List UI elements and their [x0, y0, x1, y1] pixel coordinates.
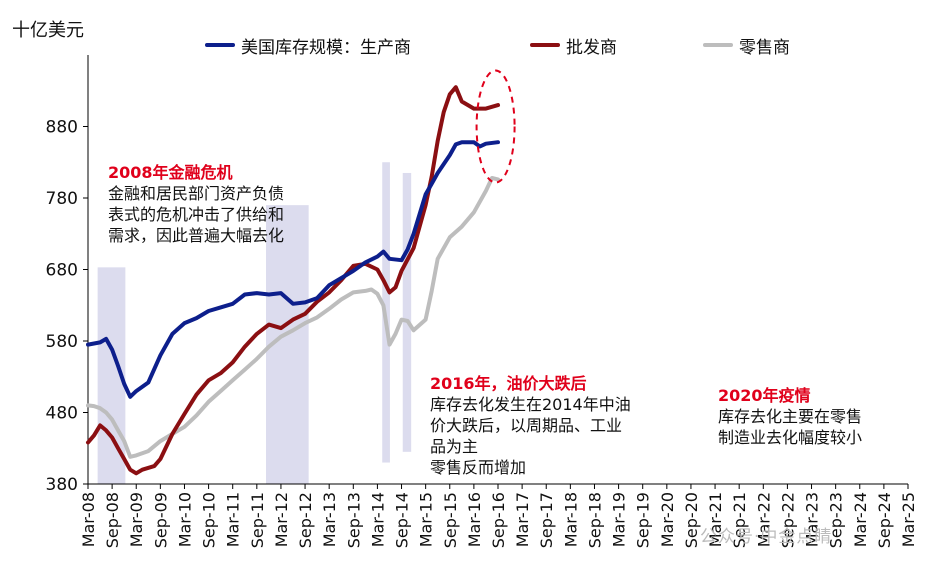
annotation-2008-line: 需求，因此普遍大幅去化 — [108, 226, 285, 245]
x-tick-label: Mar-23 — [803, 492, 822, 547]
x-tick-label: Mar-15 — [417, 492, 436, 547]
annotation-2008-line: 表式的危机冲击了供给和 — [108, 205, 285, 224]
annotation-2008-title: 2008年金融危机 — [108, 163, 233, 182]
x-tick-label: Mar-19 — [610, 492, 629, 547]
x-tick-label: Sep-17 — [537, 492, 556, 548]
annotation-2016-line: 零售反而增加 — [430, 458, 527, 477]
annotation-2016-oil: 2016年，油价大跌后 库存去化发生在2014年中油 价大跌后，以周期品、工业 … — [430, 373, 631, 478]
series-line-0 — [86, 140, 500, 399]
x-tick-label: Sep-22 — [778, 492, 797, 548]
series-line-1 — [86, 85, 500, 476]
annotation-2008-crisis: 2008年金融危机 金融和居民部门资产负债 表式的危机冲击了供给和 需求，因此普… — [108, 162, 284, 246]
x-tick-label: Mar-17 — [513, 492, 532, 547]
x-tick-label: Sep-16 — [489, 492, 508, 548]
legend-swatch-wholesalers — [530, 43, 560, 47]
y-tick-label: 480 — [46, 404, 78, 424]
annotation-2016-line: 品为主 — [430, 437, 479, 456]
annotation-2020-pandemic: 2020年疫情 库存去化主要在零售 制造业去化幅度较小 — [718, 385, 862, 448]
x-tick-label: Sep-15 — [441, 492, 460, 548]
x-tick-label: Mar-22 — [754, 492, 773, 547]
x-tick-label: Sep-19 — [634, 492, 653, 548]
legend-item-producers: 美国库存规模：生产商 — [205, 33, 411, 58]
y-tick-label: 380 — [46, 475, 78, 495]
x-tick-label: Sep-09 — [151, 492, 170, 548]
x-tick-label: Sep-10 — [200, 492, 219, 548]
annotation-2020-line: 制造业去化幅度较小 — [718, 428, 863, 447]
x-tick-label: Mar-18 — [561, 492, 580, 547]
x-tick-label: Mar-16 — [465, 492, 484, 547]
legend-item-retailers: 零售商 — [703, 33, 790, 58]
watermark-text: 公众号·中金点睛 — [700, 527, 833, 547]
x-tick-label: Sep-21 — [730, 492, 749, 548]
y-tick-label: 780 — [46, 189, 78, 209]
legend-label-wholesalers: 批发商 — [566, 37, 617, 58]
latest-value-highlight — [475, 69, 516, 184]
annotation-2016-line: 价大跌后，以周期品、工业 — [430, 416, 623, 435]
x-tick-label: Sep-12 — [296, 492, 315, 548]
x-tick-label: Mar-12 — [272, 492, 291, 547]
legend-item-wholesalers: 批发商 — [530, 33, 617, 58]
x-tick-label: Mar-14 — [368, 492, 387, 547]
y-tick-label: 880 — [46, 118, 78, 138]
legend-swatch-producers — [205, 43, 235, 47]
x-tick-label: Sep-18 — [585, 492, 604, 548]
x-tick-label: Sep-11 — [248, 492, 267, 548]
x-tick-label: Mar-20 — [658, 492, 677, 547]
annotation-2008-line: 金融和居民部门资产负债 — [108, 184, 285, 203]
y-axis-unit-label: 十亿美元 — [12, 20, 84, 41]
legend-label-retailers: 零售商 — [739, 37, 790, 58]
x-tick-label: Mar-10 — [175, 492, 194, 547]
x-tick-label: Sep-23 — [827, 492, 846, 548]
y-tick-label: 580 — [46, 332, 78, 352]
annotation-2016-title: 2016年，油价大跌后 — [430, 374, 587, 393]
series-line-2 — [86, 176, 500, 459]
legend-swatch-retailers — [703, 43, 733, 47]
x-tick-label: Mar-21 — [706, 492, 725, 547]
shaded-period-3 — [402, 172, 412, 452]
annotation-2020-line: 库存去化主要在零售 — [718, 407, 863, 426]
x-tick-label: Mar-25 — [899, 492, 918, 547]
x-tick-label: Sep-24 — [875, 492, 894, 548]
x-tick-label: Sep-08 — [103, 492, 122, 548]
annotation-2020-title: 2020年疫情 — [718, 386, 811, 405]
y-tick-label: 680 — [46, 261, 78, 281]
x-tick-label: Mar-13 — [320, 492, 339, 547]
x-tick-label: Mar-11 — [224, 492, 243, 547]
legend-label-producers: 美国库存规模：生产商 — [241, 37, 411, 58]
x-tick-label: Mar-24 — [851, 492, 870, 547]
x-tick-label: Sep-20 — [682, 492, 701, 548]
x-tick-label: Mar-09 — [127, 492, 146, 547]
x-tick-label: Sep-13 — [344, 492, 363, 548]
x-tick-label: Mar-08 — [79, 492, 98, 547]
x-tick-label: Sep-14 — [393, 492, 412, 548]
annotation-2016-line: 库存去化发生在2014年中油 — [430, 395, 631, 414]
